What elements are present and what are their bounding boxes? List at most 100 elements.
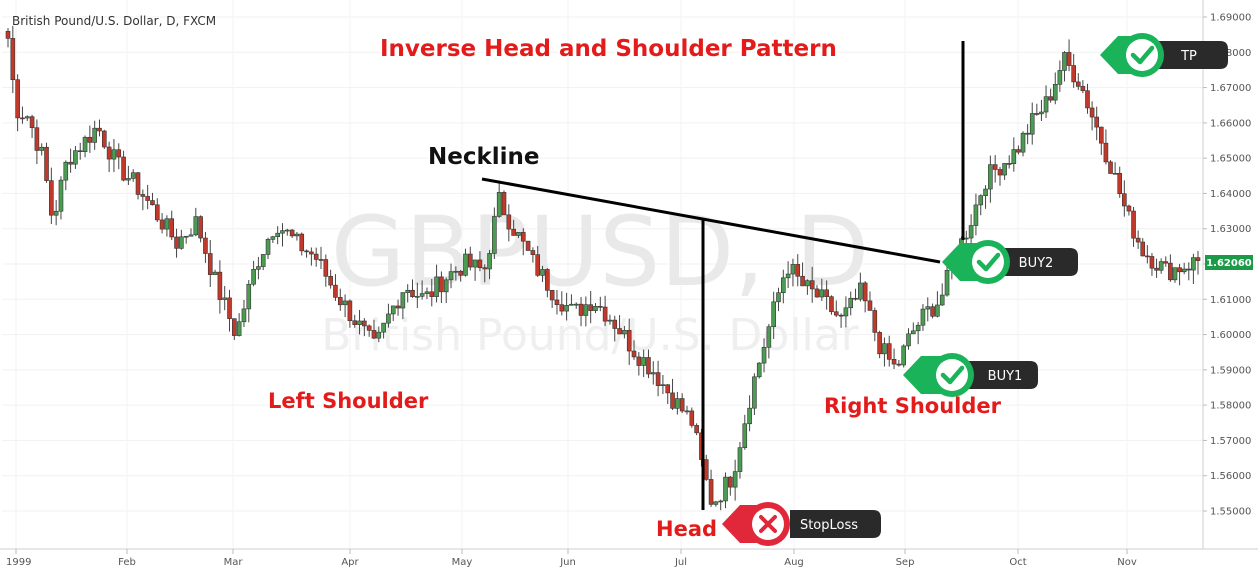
time-tick-label: Sep [896, 557, 915, 568]
candle-body [1016, 149, 1021, 153]
candle-body [164, 218, 170, 230]
candle-body [116, 149, 122, 158]
candle-body [602, 306, 608, 322]
candle-body [622, 330, 627, 335]
candle-body [77, 150, 83, 152]
candle-body [1195, 257, 1201, 261]
head-label: Head [656, 517, 717, 541]
candle-body [728, 476, 733, 488]
candle-body [453, 270, 459, 273]
candle-body [289, 229, 295, 237]
current-price-value: 1.62060 [1206, 258, 1252, 269]
candle-body [915, 324, 921, 332]
candle-body [92, 127, 97, 143]
candle-body [1006, 163, 1012, 165]
price-tick-label: 1.68000 [1210, 48, 1251, 59]
candle-body [660, 384, 666, 387]
candle-body [886, 343, 892, 360]
candle-body [853, 297, 858, 300]
candle-body [858, 282, 863, 300]
candle-body [1126, 205, 1132, 212]
candle-body [126, 178, 131, 181]
stoploss-badge-label: StopLoss [800, 518, 858, 533]
candle-body [1131, 210, 1136, 239]
candle-body [482, 267, 488, 270]
candle-body [554, 299, 560, 305]
candle-body [212, 271, 218, 275]
candle-body [130, 172, 136, 179]
candle-body [930, 306, 935, 317]
candle-body [169, 218, 175, 238]
candle-body [501, 192, 507, 216]
neckline-label: Neckline [428, 144, 540, 170]
candle-body [1075, 81, 1081, 87]
buy2-badge[interactable]: BUY2 [942, 240, 1078, 284]
candle-body [1112, 172, 1118, 175]
candle-body [732, 471, 738, 488]
candle-body [906, 333, 911, 347]
symbol-label[interactable]: British Pound/U.S. Dollar, D, FXCM [12, 14, 216, 28]
candle-body [607, 319, 613, 322]
price-tick-label: 1.60000 [1210, 330, 1251, 341]
candle-body [304, 250, 309, 253]
time-axis[interactable]: 1999 Feb Mar Apr May Jun Jul Aug Sep Oct Nov [6, 549, 1137, 568]
candle-body [679, 398, 685, 412]
candle-body [260, 254, 266, 267]
candle-body [549, 290, 555, 301]
candle-body [1135, 237, 1141, 243]
candle-body [713, 501, 719, 505]
candle-body [838, 314, 844, 317]
candle-body [410, 289, 415, 297]
candle-body [761, 346, 767, 364]
candle-body [357, 320, 362, 325]
candle-body [1048, 96, 1053, 101]
candle-body [598, 306, 603, 308]
candle-body [443, 279, 449, 293]
candle-body [800, 275, 805, 287]
candle-body [708, 479, 714, 505]
candle-body [1172, 267, 1178, 281]
candle-body [135, 172, 141, 195]
tp-badge[interactable]: TP [1100, 33, 1228, 77]
candle-body [1108, 161, 1113, 174]
candle-body [809, 280, 815, 290]
candle-body [723, 476, 728, 502]
candle-body [1163, 261, 1169, 264]
price-tick-label: 1.57000 [1210, 436, 1251, 447]
candle-body [833, 311, 839, 316]
candle-body [44, 146, 49, 181]
candle-body [867, 300, 873, 311]
candle-body [366, 325, 372, 331]
stoploss-badge[interactable]: StopLoss [722, 502, 881, 546]
candle-body [626, 330, 632, 352]
candle-body [535, 254, 541, 276]
candle-body [188, 234, 194, 237]
candle-body [612, 319, 618, 329]
candle-body [1080, 86, 1086, 91]
candle-body [376, 331, 382, 339]
candles [5, 25, 1201, 511]
candle-body [10, 38, 16, 81]
candle-body [270, 236, 276, 240]
candle-body [742, 423, 748, 448]
candle-body [973, 204, 979, 226]
candle-body [328, 276, 333, 286]
candle-body [318, 259, 324, 261]
candle-body [232, 318, 237, 336]
candle-body [1117, 172, 1123, 194]
time-tick-label: Aug [784, 557, 804, 568]
candle-body [631, 350, 637, 358]
candle-body [1103, 142, 1109, 163]
buy1-badge[interactable]: BUY1 [903, 353, 1038, 397]
candle-body [73, 150, 78, 165]
candle-body [342, 300, 348, 306]
candle-body [911, 330, 916, 335]
candle-body [1034, 113, 1040, 115]
candle-body [1154, 267, 1159, 271]
price-tick-label: 1.56000 [1210, 471, 1251, 482]
time-tick-label: Nov [1117, 557, 1137, 568]
time-tick-label: Oct [1009, 557, 1026, 568]
candle-body [939, 294, 945, 306]
time-tick-label: Apr [341, 557, 359, 568]
